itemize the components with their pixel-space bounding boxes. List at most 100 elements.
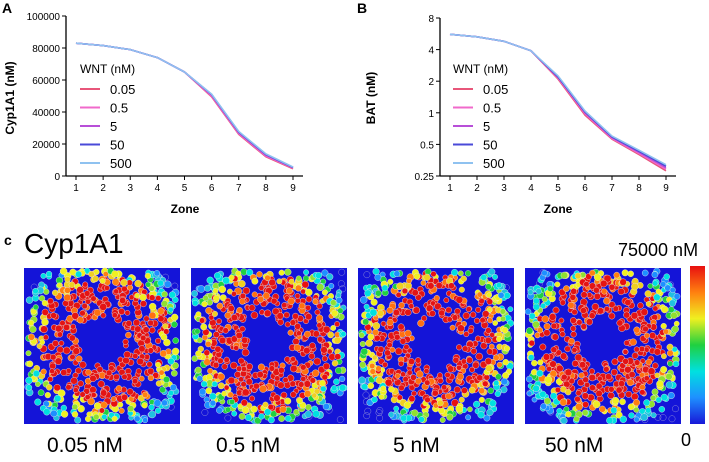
heatmap-cell	[82, 281, 89, 288]
heatmap-cell	[611, 397, 620, 405]
heatmap-cell	[147, 367, 155, 375]
heatmap-cell	[556, 408, 563, 415]
chart-b-ytick-label: 0.25	[415, 172, 435, 183]
heatmap-cell	[500, 315, 506, 322]
heatmap-cell	[660, 393, 668, 402]
heatmap-cell	[398, 384, 405, 392]
heatmap-cell	[285, 287, 293, 295]
heatmap-cell	[100, 389, 108, 397]
heatmap-cell	[87, 397, 95, 406]
heatmap-cell	[627, 403, 635, 411]
heatmap-cell	[486, 408, 494, 417]
heatmap-cell	[59, 267, 68, 275]
heatmap-cell	[218, 285, 227, 294]
heatmap-cell	[217, 357, 224, 364]
heatmap-cell	[541, 269, 548, 277]
heatmap-cell	[369, 368, 376, 375]
heatmap-cell	[41, 300, 49, 307]
heatmap-cell	[633, 406, 640, 413]
heatmap-cell	[231, 291, 237, 297]
heatmap-cell	[36, 343, 43, 349]
heatmap-cell	[380, 320, 387, 327]
heatmap-cell	[142, 326, 150, 334]
heatmap-cell	[25, 384, 33, 391]
heatmap-cell	[608, 386, 615, 393]
chart-a-xtick-label: 1	[73, 183, 79, 194]
heatmap-cell	[656, 380, 664, 388]
heatmap-cell	[406, 277, 412, 284]
heatmap-cell	[599, 405, 606, 413]
heatmap-cell	[530, 369, 538, 376]
heatmap-cell	[305, 313, 313, 321]
heatmap-cell	[445, 306, 452, 314]
heatmap-cell	[668, 299, 677, 307]
heatmap-cell	[52, 339, 59, 347]
heatmap-caption-3: 5 nM	[393, 434, 440, 457]
chart-b-xtick-label: 4	[528, 183, 534, 194]
heatmap-cell	[633, 416, 640, 423]
heatmap-cell	[496, 361, 503, 368]
chart-b-xtick-label: 1	[447, 183, 453, 194]
heatmap-cell	[625, 390, 633, 398]
heatmap-cell	[211, 381, 218, 388]
heatmap-cell	[469, 366, 475, 373]
heatmap-cell	[333, 378, 340, 385]
heatmap-cell	[303, 269, 309, 276]
heatmap-cell	[465, 270, 472, 277]
heatmap-cell	[528, 354, 535, 361]
heatmap-cell	[380, 385, 387, 392]
chart-b-xtick-label: 8	[636, 183, 642, 194]
heatmap-cell	[288, 278, 295, 285]
heatmap-cell	[571, 346, 578, 353]
heatmap-cell	[122, 338, 129, 345]
cell-outline	[668, 415, 676, 423]
heatmap-cell	[125, 331, 132, 339]
heatmap-cell	[660, 323, 667, 330]
heatmap-cell	[660, 366, 668, 374]
heatmap-cell	[93, 309, 102, 317]
heatmap-cell	[262, 401, 269, 408]
chart-b-ylabel: BAT (nM)	[364, 72, 378, 124]
heatmap-cell	[563, 285, 570, 292]
heatmap-cell	[411, 390, 417, 397]
heatmap-cell	[502, 372, 510, 380]
chart-b-legend-label: 50	[483, 138, 497, 153]
heatmap-cell	[292, 312, 299, 320]
heatmap-cell	[237, 357, 245, 365]
heatmap-cell	[171, 313, 179, 321]
chart-b-series-line-4	[449, 33, 667, 166]
heatmap-cell	[235, 331, 243, 339]
heatmap-cell	[148, 327, 156, 334]
heatmap-cell	[582, 376, 589, 383]
cell-outline	[363, 271, 371, 279]
heatmap-cell	[650, 412, 657, 419]
heatmap-cell	[665, 373, 673, 381]
heatmap-cell	[132, 353, 139, 360]
heatmap-cell	[248, 304, 256, 312]
chart-a-legend-label: 0.5	[110, 101, 128, 116]
heatmap-cell	[126, 388, 134, 396]
heatmap-cell	[148, 410, 156, 419]
heatmap-cell	[460, 358, 467, 365]
heatmap-cell	[550, 346, 558, 354]
heatmap-cell	[388, 386, 395, 393]
heatmap-cell	[257, 295, 265, 303]
heatmap-cell	[110, 396, 117, 402]
heatmap-cell	[613, 271, 620, 279]
heatmap-cell	[403, 344, 410, 351]
heatmap-cell	[412, 306, 421, 314]
heatmap-cell	[480, 274, 488, 281]
heatmap-cell	[495, 373, 502, 380]
heatmap-cell	[111, 312, 118, 319]
heatmap-cell	[488, 343, 495, 350]
chart-b-ytick-label: 2	[428, 77, 434, 88]
heatmap-cell	[494, 390, 501, 397]
heatmap-cell	[93, 413, 100, 421]
heatmap-cell	[482, 380, 489, 387]
heatmap-cell	[89, 386, 97, 394]
heatmap-cell	[284, 268, 292, 276]
heatmap-cell	[493, 354, 500, 361]
heatmap-cell	[263, 309, 272, 317]
heatmap-cell	[415, 357, 422, 364]
heatmap-cell	[316, 283, 325, 292]
